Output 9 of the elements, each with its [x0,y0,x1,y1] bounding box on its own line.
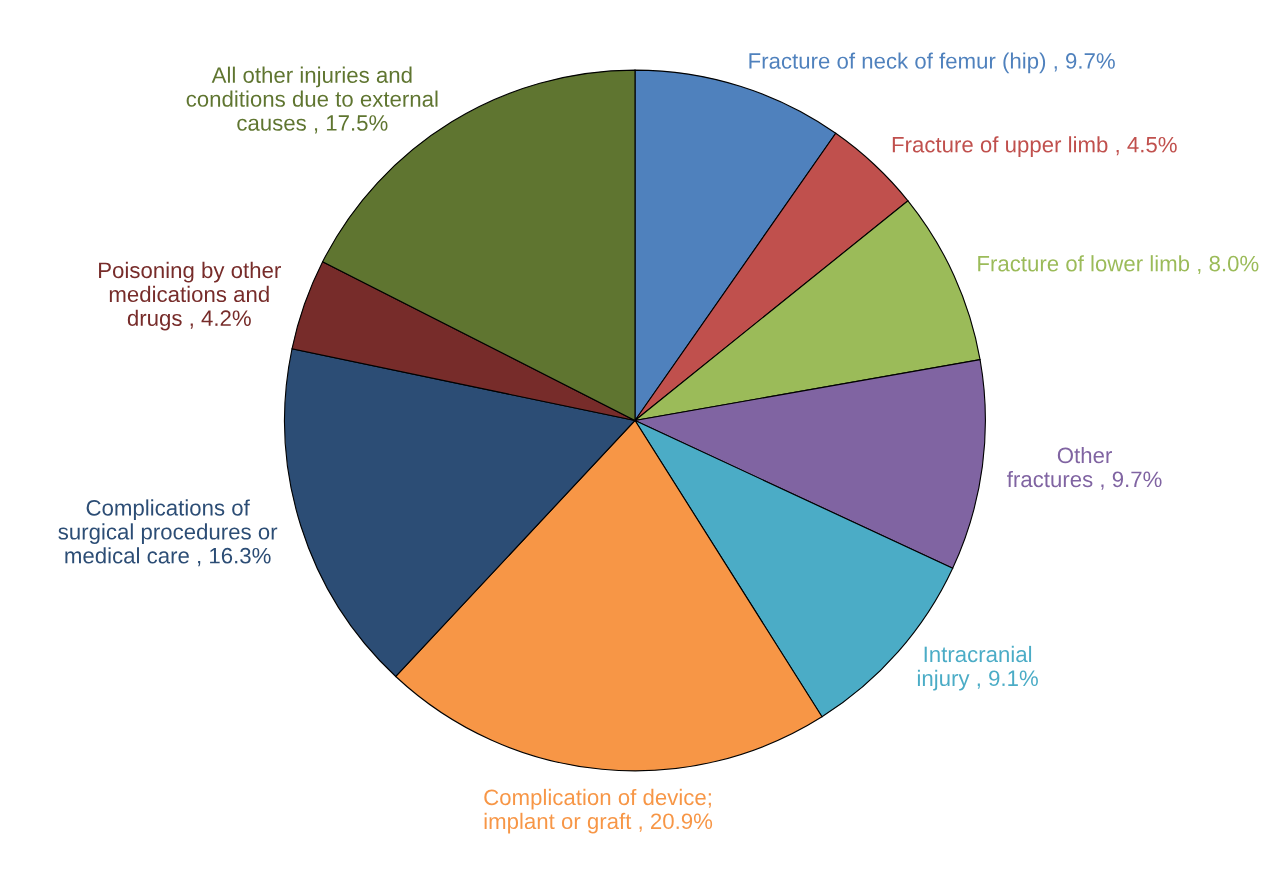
slice-label: Fracture of lower limb , 8.0% [978,255,1259,275]
slice-label: All other injuries and conditions due to external causes , 17.5% [186,66,438,134]
slice-label: Complications of surgical procedures or medical care , 16.3% [58,499,278,567]
slice-label: Complication of device; implant or graft , 20.9% [484,788,713,834]
slice-label: Intracranial injury , 9.1% [917,645,1038,691]
slice-label: Fracture of neck of femur (hip) , 9.7% [749,52,1115,74]
slice-label: Fracture of upper limb , 4.5% [892,136,1177,157]
slice-label: Other fractures , 9.7% [1007,446,1162,490]
slice-label: Poisoning by other medications and drugs , 4.2% [99,261,281,331]
